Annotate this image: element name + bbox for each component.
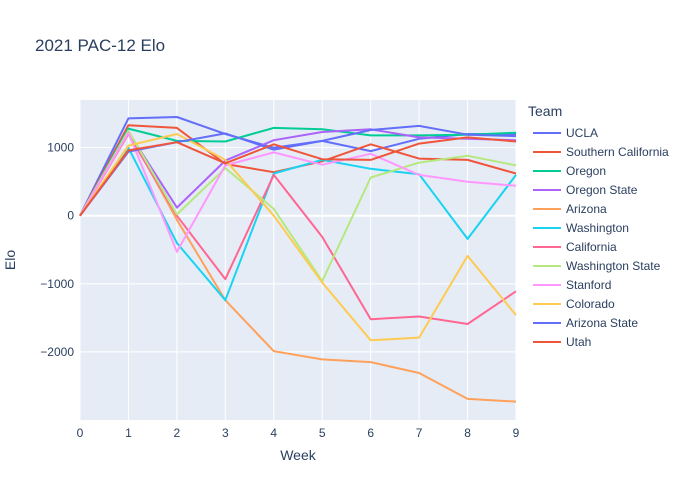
- chart-title: 2021 PAC-12 Elo: [35, 36, 165, 55]
- series-lines: [79, 116, 517, 403]
- legend-item[interactable]: Washington State: [533, 259, 661, 273]
- legend-label: Washington: [566, 221, 629, 235]
- legend-item[interactable]: Oregon State: [533, 183, 638, 197]
- legend-label: Utah: [566, 335, 591, 349]
- series-line: [79, 126, 517, 217]
- series-line: [79, 129, 517, 283]
- series-line: [79, 136, 517, 217]
- legend-item[interactable]: Arizona State: [533, 316, 638, 330]
- legend-label: Stanford: [566, 278, 611, 292]
- legend-item[interactable]: Southern California: [533, 145, 669, 159]
- y-tick-label: −1000: [40, 277, 74, 291]
- y-tick-label: 1000: [47, 141, 74, 155]
- x-tick-label: 3: [222, 426, 229, 440]
- plot-area: [80, 100, 516, 420]
- x-tick-label: 5: [319, 426, 326, 440]
- legend-label: Oregon: [566, 164, 606, 178]
- series-line: [79, 131, 517, 253]
- legend: UCLA Southern California Oregon Oregon Stat…: [533, 126, 669, 349]
- legend-label: Arizona State: [566, 316, 638, 330]
- legend-item[interactable]: Oregon: [533, 164, 606, 178]
- y-tick-labels: −2000 −1000 0 1000: [40, 141, 74, 359]
- x-tick-label: 2: [174, 426, 181, 440]
- legend-item[interactable]: Stanford: [533, 278, 611, 292]
- legend-item[interactable]: Utah: [533, 335, 591, 349]
- series-line: [79, 133, 517, 325]
- legend-item[interactable]: Arizona: [533, 202, 607, 216]
- legend-label: Arizona: [566, 202, 607, 216]
- x-tick-label: 9: [513, 426, 520, 440]
- series-line: [79, 128, 517, 217]
- legend-label: UCLA: [566, 126, 598, 140]
- legend-label: Colorado: [566, 297, 615, 311]
- legend-label: California: [566, 240, 617, 254]
- legend-label: Washington State: [566, 259, 661, 273]
- series-line: [79, 133, 517, 342]
- x-tick-label: 7: [416, 426, 423, 440]
- x-tick-label: 4: [270, 426, 277, 440]
- x-tick-label: 0: [77, 426, 84, 440]
- x-axis-title: Week: [280, 447, 317, 463]
- legend-item[interactable]: California: [533, 240, 617, 254]
- y-axis-title: Elo: [2, 250, 18, 270]
- x-tick-labels: 0 1 2 3 4 5 6 7 8 9: [77, 426, 520, 440]
- legend-label: Southern California: [566, 145, 669, 159]
- legend-label: Oregon State: [566, 183, 638, 197]
- series-line: [79, 146, 517, 302]
- gridlines: [79, 100, 517, 420]
- y-tick-label: −2000: [40, 345, 74, 359]
- legend-item[interactable]: Washington: [533, 221, 629, 235]
- legend-item[interactable]: UCLA: [533, 126, 598, 140]
- legend-title: Team: [528, 103, 562, 119]
- legend-item[interactable]: Colorado: [533, 297, 615, 311]
- x-tick-label: 1: [125, 426, 132, 440]
- y-tick-label: 0: [67, 209, 74, 223]
- x-tick-label: 8: [464, 426, 471, 440]
- x-tick-label: 6: [367, 426, 374, 440]
